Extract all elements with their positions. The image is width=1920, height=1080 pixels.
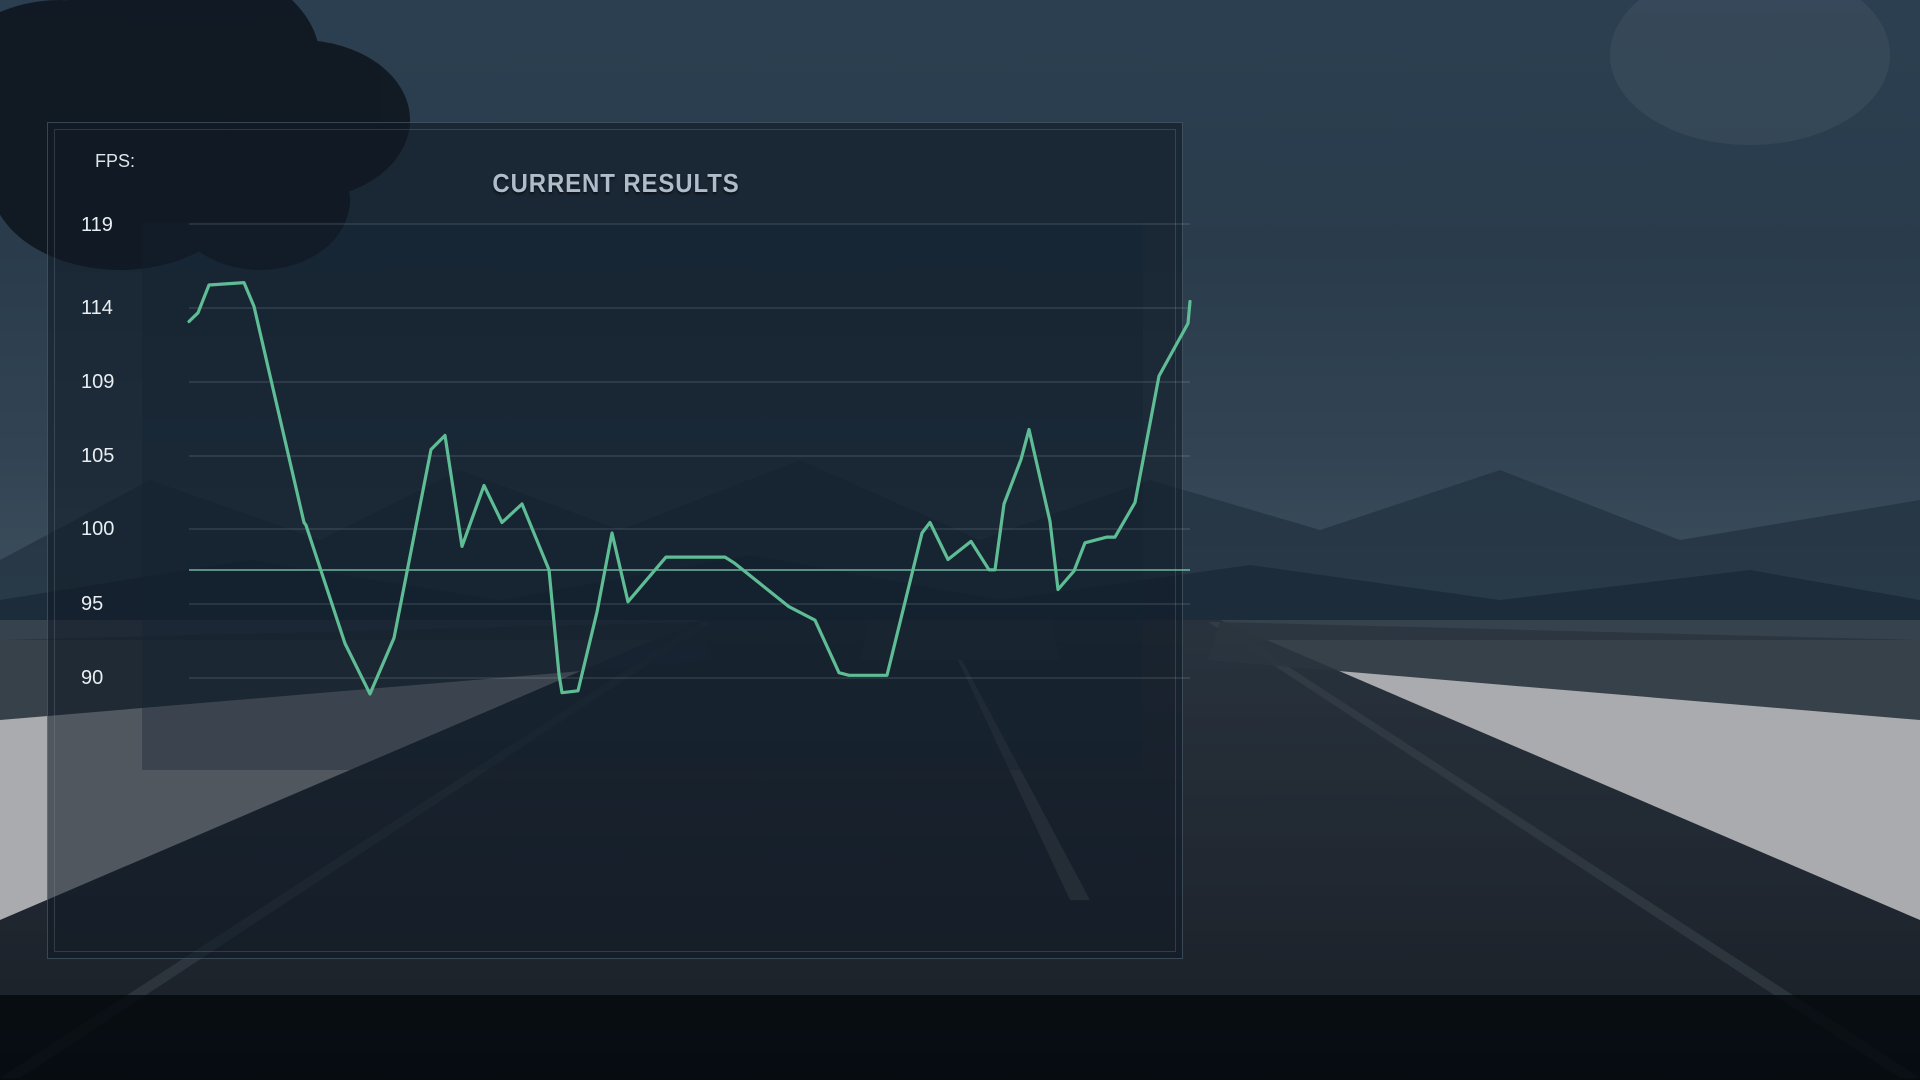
svg-text:105: 105: [81, 445, 114, 467]
svg-text:100: 100: [81, 518, 114, 540]
svg-text:95: 95: [81, 593, 103, 615]
svg-text:119: 119: [81, 214, 113, 236]
svg-text:114: 114: [81, 297, 113, 319]
svg-text:109: 109: [81, 371, 114, 393]
svg-text:90: 90: [81, 667, 103, 689]
